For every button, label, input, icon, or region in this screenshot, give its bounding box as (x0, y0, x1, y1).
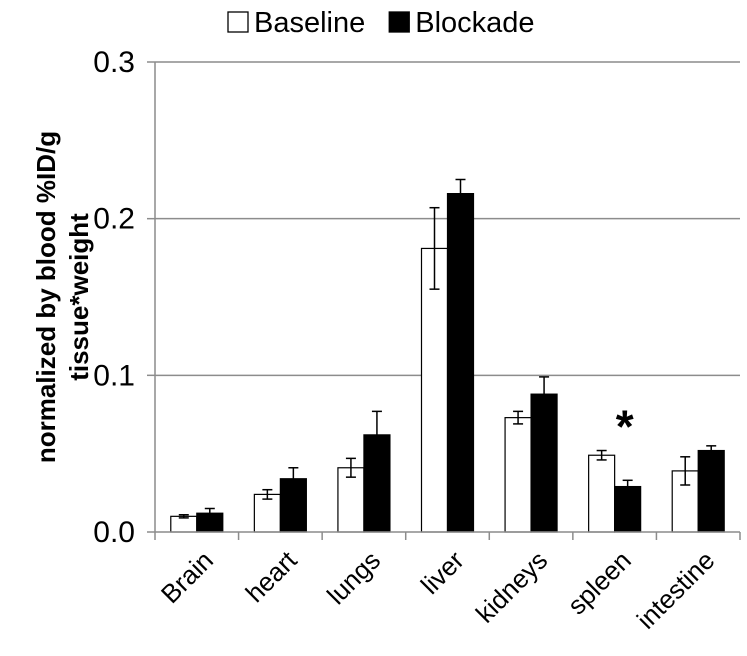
y-tick-label: 0.0 (93, 516, 135, 549)
y-tick-label: 0.2 (93, 203, 135, 236)
y-tick-label: 0.1 (93, 359, 135, 392)
bar-blockade-kidneys (530, 393, 558, 533)
bar-baseline-spleen (588, 454, 616, 533)
legend: Baseline Blockade (227, 7, 535, 39)
bar-baseline-liver (420, 247, 449, 533)
bar-baseline-heart (253, 493, 281, 533)
y-tick-labels: 0.0 0.1 0.2 0.3 (93, 46, 135, 549)
legend-swatch-baseline (227, 11, 249, 33)
bar-blockade-liver (446, 193, 475, 533)
x-tick-label: lungs (321, 545, 386, 610)
x-tick-label: heart (239, 544, 303, 608)
y-tick-label: 0.3 (93, 46, 135, 79)
x-tick-label: intestine (631, 545, 721, 635)
bar-baseline-kidneys (504, 417, 532, 533)
axes (147, 61, 741, 540)
y-axis-label-line: normalized by blood %ID/g (31, 131, 61, 463)
x-tick-label: spleen (561, 545, 636, 620)
significance-marker: * (616, 401, 634, 453)
bars (170, 178, 725, 533)
y-axis-label-line: tissue*weight (64, 213, 94, 381)
legend-label-blockade: Blockade (415, 7, 534, 39)
bar-baseline-brain (170, 515, 198, 533)
x-tick-labels: Brain heart lungs liver kidneys spleenintesti… (155, 544, 721, 634)
legend-swatch-blockade (388, 11, 410, 33)
x-tick-label: kidneys (470, 545, 554, 629)
x-tick-label: Brain (155, 545, 219, 609)
x-tick-label: liver (415, 545, 470, 600)
y-axis-label: normalized by blood %ID/g tissue*weight (31, 131, 94, 463)
legend-label-baseline: Baseline (254, 7, 365, 39)
bar-blockade-intestine (697, 449, 725, 533)
annotations: * (616, 401, 634, 453)
